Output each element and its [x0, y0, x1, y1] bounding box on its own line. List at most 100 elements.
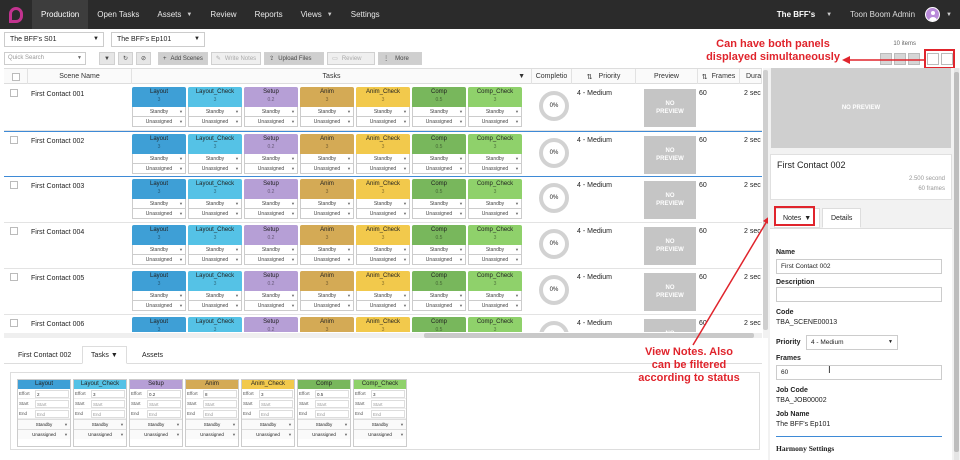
assignee-select[interactable]: Unassigned ▼ [300, 255, 354, 265]
tab-tasks[interactable]: Tasks ▼ [82, 346, 127, 364]
studio-selector[interactable]: The BFF's [776, 10, 816, 19]
nav-item-settings[interactable]: Settings [350, 10, 380, 19]
status-select[interactable]: Standby ▼ [412, 154, 466, 164]
filter-icon[interactable]: ▼ [518, 73, 525, 80]
start-date-field[interactable]: Start [259, 399, 293, 408]
effort-field[interactable]: 3 [91, 389, 125, 398]
task-detail-card[interactable]: Comp Effort 0.5 Start Start End End Standby ▼ Una… [297, 379, 351, 447]
row-checkbox[interactable] [10, 136, 18, 144]
status-select[interactable]: Standby ▼ [300, 199, 354, 209]
scene-name[interactable]: First Contact 003 [31, 183, 85, 190]
status-select[interactable]: Standby ▼ [242, 419, 294, 429]
end-date-field[interactable]: End [203, 409, 237, 418]
priority-value[interactable]: 4 - Medium [577, 137, 613, 144]
assignee-select[interactable]: Unassigned ▼ [186, 429, 238, 439]
nav-item-reports[interactable]: Reports [254, 10, 283, 19]
assignee-select[interactable]: Unassigned ▼ [412, 301, 466, 311]
card-view-icon[interactable] [908, 53, 920, 65]
assignee-select[interactable]: Unassigned ▼ [188, 255, 242, 265]
status-select[interactable]: Standby ▼ [188, 245, 242, 255]
assignee-select[interactable]: Unassigned ▼ [132, 164, 186, 174]
assignee-select[interactable]: Unassigned ▼ [188, 209, 242, 219]
assignee-select[interactable]: Unassigned ▼ [356, 301, 410, 311]
preview-thumbnail[interactable]: NO PREVIEW [644, 227, 696, 265]
task-detail-card[interactable]: Comp_Check Effort 3 Start Start End End Standby… [353, 379, 407, 447]
end-date-field[interactable]: End [315, 409, 349, 418]
row-checkbox[interactable] [10, 227, 18, 235]
horizontal-scrollbar[interactable] [4, 333, 762, 338]
status-select[interactable]: Standby ▼ [300, 107, 354, 117]
status-select[interactable]: Standby ▼ [188, 291, 242, 301]
preview-thumbnail[interactable]: NO PREVIEW [644, 89, 696, 127]
row-checkbox[interactable] [10, 181, 18, 189]
preview-thumbnail[interactable]: NO PREVIEW [644, 273, 696, 311]
assignee-select[interactable]: Unassigned ▼ [300, 164, 354, 174]
name-field[interactable]: First Contact 002 [776, 259, 942, 274]
assignee-select[interactable]: Unassigned ▼ [244, 255, 298, 265]
nav-item-views[interactable]: Views ▼ [300, 10, 333, 19]
start-date-field[interactable]: Start [35, 399, 69, 408]
nav-item-production[interactable]: Production [32, 0, 89, 29]
status-select[interactable]: Standby ▼ [244, 154, 298, 164]
status-select[interactable]: Standby ▼ [244, 199, 298, 209]
status-select[interactable]: Standby ▼ [468, 245, 522, 255]
upload-files-button[interactable]: ⇪ Upload Files [264, 52, 325, 65]
status-select[interactable]: Standby ▼ [356, 245, 410, 255]
row-checkbox[interactable] [10, 273, 18, 281]
task-detail-card[interactable]: Layout_Check Effort 3 Start Start End End Stand… [73, 379, 127, 447]
episode-selector[interactable]: The BFF's Ep101 ▼ [111, 32, 205, 47]
list-view-icon[interactable] [880, 53, 892, 65]
row-checkbox[interactable] [10, 89, 18, 97]
status-select[interactable]: Standby ▼ [468, 291, 522, 301]
assignee-select[interactable]: Unassigned ▼ [412, 255, 466, 265]
status-select[interactable]: Standby ▼ [244, 245, 298, 255]
priority-value[interactable]: 4 - Medium [577, 274, 613, 281]
scene-name[interactable]: First Contact 005 [31, 275, 85, 282]
grid-view-icon[interactable] [894, 53, 906, 65]
col-completion[interactable]: Completio [535, 73, 568, 80]
assignee-select[interactable]: Unassigned ▼ [132, 209, 186, 219]
harmony-settings-heading[interactable]: Harmony Settings [776, 444, 835, 453]
status-select[interactable]: Standby ▼ [412, 199, 466, 209]
start-date-field[interactable]: Start [315, 399, 349, 408]
add-scenes-button[interactable]: + Add Scenes [158, 52, 208, 65]
status-select[interactable]: Standby ▼ [132, 107, 186, 117]
col-priority[interactable]: Priority [598, 73, 621, 80]
assignee-select[interactable]: Unassigned ▼ [300, 301, 354, 311]
status-select[interactable]: Standby ▼ [132, 154, 186, 164]
status-select[interactable]: Standby ▼ [412, 107, 466, 117]
filter-button[interactable]: ▼ [99, 52, 115, 65]
sort-icon[interactable]: ⇅ [586, 73, 593, 81]
assignee-select[interactable]: Unassigned ▼ [74, 429, 126, 439]
filter-icon[interactable]: ▼ [110, 351, 118, 359]
assignee-select[interactable]: Unassigned ▼ [244, 117, 298, 127]
select-all-checkbox[interactable] [11, 72, 20, 81]
status-select[interactable]: Standby ▼ [356, 291, 410, 301]
start-date-field[interactable]: Start [371, 399, 405, 408]
scene-name[interactable]: First Contact 002 [31, 138, 85, 145]
status-select[interactable]: Standby ▼ [132, 291, 186, 301]
